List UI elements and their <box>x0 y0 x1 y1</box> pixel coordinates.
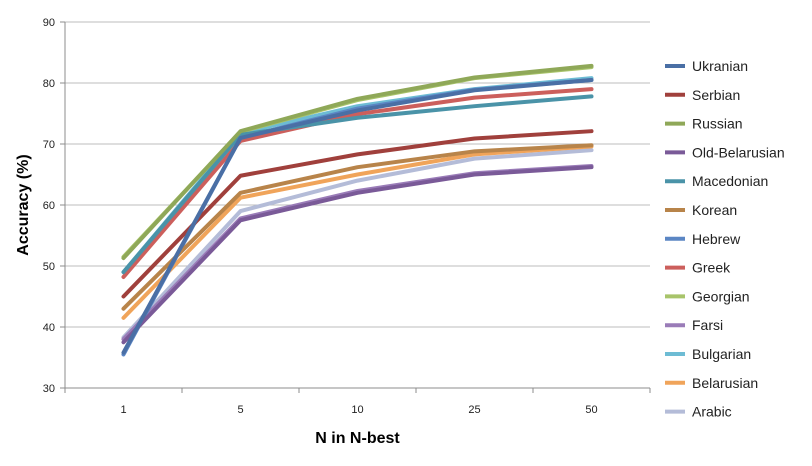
legend-label: Bulgarian <box>692 346 751 362</box>
series-line-ukranian <box>121 77 594 355</box>
y-tick-labels: 30 40 50 60 70 80 90 <box>43 17 55 395</box>
grid-lines <box>60 21 650 389</box>
y-axis-title: Accuracy (%) <box>15 154 32 255</box>
series-line-macedonian <box>121 94 594 275</box>
legend-label: Belarusian <box>692 375 758 391</box>
legend-label: Old-Belarusian <box>692 144 785 160</box>
series-lines <box>121 63 594 357</box>
x-tick-label: 10 <box>351 404 363 416</box>
series-line-korean <box>121 143 594 311</box>
legend-label: Greek <box>692 260 731 276</box>
y-tick-label: 90 <box>43 17 55 29</box>
legend-label: Georgian <box>692 288 750 304</box>
y-tick-label: 40 <box>43 322 55 334</box>
legend-label: Serbian <box>692 87 740 103</box>
legend-label: Arabic <box>692 404 732 420</box>
legend-label: Macedonian <box>692 173 768 189</box>
legend-label: Farsi <box>692 317 723 333</box>
legend: Ukranian Serbian Russian Old-Belarusian Mace… <box>665 58 785 420</box>
legend-label: Russian <box>692 116 743 132</box>
y-tick-label: 70 <box>43 139 55 151</box>
series-line-arabic <box>121 148 594 340</box>
series-line-greek <box>121 87 594 279</box>
y-tick-label: 50 <box>43 261 55 273</box>
x-tick-labels: 1 5 10 25 50 <box>64 388 651 416</box>
y-tick-label: 60 <box>43 200 55 212</box>
x-tick-label: 50 <box>585 404 597 416</box>
x-axis-title: N in N-best <box>315 430 400 447</box>
y-tick-label: 80 <box>43 78 55 90</box>
series-line-old-belarusian <box>121 165 594 345</box>
legend-label: Hebrew <box>692 231 741 247</box>
x-tick-label: 1 <box>120 404 126 416</box>
legend-label: Ukranian <box>692 58 748 74</box>
series-line-belarusian <box>121 144 594 320</box>
x-tick-label: 5 <box>237 404 243 416</box>
series-line-serbian <box>121 129 594 299</box>
series-line-hebrew <box>121 77 594 357</box>
x-tick-label: 25 <box>468 404 480 416</box>
legend-label: Korean <box>692 202 737 218</box>
y-tick-label: 30 <box>43 383 55 395</box>
series-line-russian <box>121 63 594 261</box>
